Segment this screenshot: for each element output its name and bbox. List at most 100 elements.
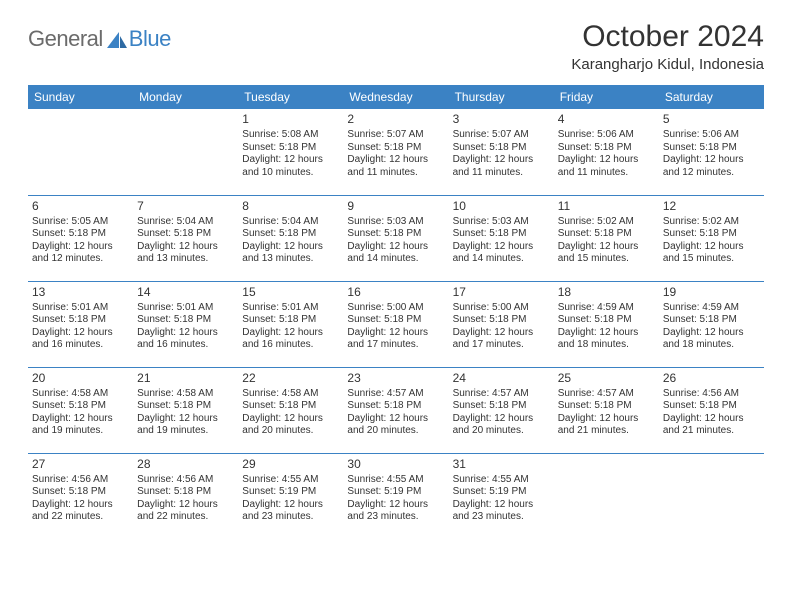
- daylight-text: and 16 minutes.: [137, 339, 234, 352]
- sunset-text: Sunset: 5:18 PM: [558, 314, 655, 327]
- sunrise-text: Sunrise: 5:06 AM: [663, 129, 760, 142]
- daylight-text: and 11 minutes.: [347, 167, 444, 180]
- daylight-text: and 20 minutes.: [242, 425, 339, 438]
- calendar-day-cell: 14Sunrise: 5:01 AMSunset: 5:18 PMDayligh…: [133, 281, 238, 367]
- calendar-day-cell: 24Sunrise: 4:57 AMSunset: 5:18 PMDayligh…: [449, 367, 554, 453]
- sunrise-text: Sunrise: 5:06 AM: [558, 129, 655, 142]
- sunrise-text: Sunrise: 4:55 AM: [242, 474, 339, 487]
- sunrise-text: Sunrise: 5:01 AM: [32, 302, 129, 315]
- sunrise-text: Sunrise: 4:57 AM: [347, 388, 444, 401]
- daylight-text: Daylight: 12 hours: [242, 154, 339, 167]
- daylight-text: and 11 minutes.: [453, 167, 550, 180]
- day-number: 23: [347, 371, 444, 386]
- sunrise-text: Sunrise: 5:04 AM: [242, 216, 339, 229]
- daylight-text: Daylight: 12 hours: [347, 241, 444, 254]
- day-number: 20: [32, 371, 129, 386]
- calendar-day-cell: 10Sunrise: 5:03 AMSunset: 5:18 PMDayligh…: [449, 195, 554, 281]
- daylight-text: and 10 minutes.: [242, 167, 339, 180]
- calendar-day-cell: 1Sunrise: 5:08 AMSunset: 5:18 PMDaylight…: [238, 109, 343, 195]
- daylight-text: and 20 minutes.: [347, 425, 444, 438]
- calendar-week-row: 27Sunrise: 4:56 AMSunset: 5:18 PMDayligh…: [28, 453, 764, 539]
- calendar-week-row: 6Sunrise: 5:05 AMSunset: 5:18 PMDaylight…: [28, 195, 764, 281]
- sunset-text: Sunset: 5:18 PM: [558, 400, 655, 413]
- sunset-text: Sunset: 5:18 PM: [137, 400, 234, 413]
- weekday-header: Sunday: [28, 85, 133, 109]
- weekday-header: Wednesday: [343, 85, 448, 109]
- sunset-text: Sunset: 5:19 PM: [242, 486, 339, 499]
- daylight-text: Daylight: 12 hours: [453, 154, 550, 167]
- sunrise-text: Sunrise: 5:01 AM: [137, 302, 234, 315]
- sunrise-text: Sunrise: 4:56 AM: [137, 474, 234, 487]
- sunset-text: Sunset: 5:18 PM: [32, 486, 129, 499]
- day-number: 11: [558, 199, 655, 214]
- daylight-text: Daylight: 12 hours: [558, 154, 655, 167]
- calendar-day-cell: 9Sunrise: 5:03 AMSunset: 5:18 PMDaylight…: [343, 195, 448, 281]
- brand-logo: General Blue: [28, 20, 171, 52]
- day-number: 30: [347, 457, 444, 472]
- daylight-text: and 22 minutes.: [137, 511, 234, 524]
- sunrise-text: Sunrise: 4:57 AM: [558, 388, 655, 401]
- sunrise-text: Sunrise: 4:56 AM: [663, 388, 760, 401]
- calendar-day-cell: 3Sunrise: 5:07 AMSunset: 5:18 PMDaylight…: [449, 109, 554, 195]
- daylight-text: and 18 minutes.: [558, 339, 655, 352]
- calendar-empty-cell: [659, 453, 764, 539]
- sunrise-text: Sunrise: 5:00 AM: [453, 302, 550, 315]
- calendar-day-cell: 19Sunrise: 4:59 AMSunset: 5:18 PMDayligh…: [659, 281, 764, 367]
- weekday-header: Monday: [133, 85, 238, 109]
- daylight-text: Daylight: 12 hours: [558, 241, 655, 254]
- calendar-day-cell: 29Sunrise: 4:55 AMSunset: 5:19 PMDayligh…: [238, 453, 343, 539]
- daylight-text: Daylight: 12 hours: [558, 413, 655, 426]
- daylight-text: and 16 minutes.: [32, 339, 129, 352]
- daylight-text: and 20 minutes.: [453, 425, 550, 438]
- calendar-day-cell: 18Sunrise: 4:59 AMSunset: 5:18 PMDayligh…: [554, 281, 659, 367]
- day-number: 16: [347, 285, 444, 300]
- daylight-text: Daylight: 12 hours: [558, 327, 655, 340]
- sunset-text: Sunset: 5:19 PM: [453, 486, 550, 499]
- calendar-day-cell: 11Sunrise: 5:02 AMSunset: 5:18 PMDayligh…: [554, 195, 659, 281]
- daylight-text: and 13 minutes.: [242, 253, 339, 266]
- day-number: 5: [663, 112, 760, 127]
- calendar-day-cell: 4Sunrise: 5:06 AMSunset: 5:18 PMDaylight…: [554, 109, 659, 195]
- sunset-text: Sunset: 5:18 PM: [137, 228, 234, 241]
- calendar-empty-cell: [28, 109, 133, 195]
- daylight-text: Daylight: 12 hours: [242, 413, 339, 426]
- daylight-text: and 14 minutes.: [453, 253, 550, 266]
- day-number: 15: [242, 285, 339, 300]
- calendar-day-cell: 5Sunrise: 5:06 AMSunset: 5:18 PMDaylight…: [659, 109, 764, 195]
- daylight-text: and 18 minutes.: [663, 339, 760, 352]
- day-number: 18: [558, 285, 655, 300]
- sunset-text: Sunset: 5:18 PM: [663, 228, 760, 241]
- weekday-header: Thursday: [449, 85, 554, 109]
- day-number: 31: [453, 457, 550, 472]
- daylight-text: and 16 minutes.: [242, 339, 339, 352]
- calendar-day-cell: 16Sunrise: 5:00 AMSunset: 5:18 PMDayligh…: [343, 281, 448, 367]
- calendar-day-cell: 21Sunrise: 4:58 AMSunset: 5:18 PMDayligh…: [133, 367, 238, 453]
- daylight-text: Daylight: 12 hours: [663, 413, 760, 426]
- sunrise-text: Sunrise: 4:57 AM: [453, 388, 550, 401]
- daylight-text: Daylight: 12 hours: [347, 154, 444, 167]
- sunset-text: Sunset: 5:18 PM: [242, 142, 339, 155]
- daylight-text: Daylight: 12 hours: [347, 499, 444, 512]
- sunrise-text: Sunrise: 4:58 AM: [32, 388, 129, 401]
- day-number: 24: [453, 371, 550, 386]
- calendar-day-cell: 20Sunrise: 4:58 AMSunset: 5:18 PMDayligh…: [28, 367, 133, 453]
- calendar-day-cell: 22Sunrise: 4:58 AMSunset: 5:18 PMDayligh…: [238, 367, 343, 453]
- daylight-text: and 14 minutes.: [347, 253, 444, 266]
- calendar-day-cell: 27Sunrise: 4:56 AMSunset: 5:18 PMDayligh…: [28, 453, 133, 539]
- daylight-text: Daylight: 12 hours: [663, 327, 760, 340]
- daylight-text: Daylight: 12 hours: [663, 154, 760, 167]
- day-number: 22: [242, 371, 339, 386]
- sunrise-text: Sunrise: 5:03 AM: [347, 216, 444, 229]
- sunset-text: Sunset: 5:18 PM: [347, 228, 444, 241]
- day-number: 2: [347, 112, 444, 127]
- daylight-text: Daylight: 12 hours: [137, 327, 234, 340]
- sunset-text: Sunset: 5:18 PM: [663, 400, 760, 413]
- sunset-text: Sunset: 5:18 PM: [347, 142, 444, 155]
- calendar-day-cell: 26Sunrise: 4:56 AMSunset: 5:18 PMDayligh…: [659, 367, 764, 453]
- day-number: 29: [242, 457, 339, 472]
- daylight-text: and 23 minutes.: [242, 511, 339, 524]
- daylight-text: and 22 minutes.: [32, 511, 129, 524]
- sunset-text: Sunset: 5:18 PM: [242, 228, 339, 241]
- daylight-text: Daylight: 12 hours: [32, 499, 129, 512]
- daylight-text: and 23 minutes.: [347, 511, 444, 524]
